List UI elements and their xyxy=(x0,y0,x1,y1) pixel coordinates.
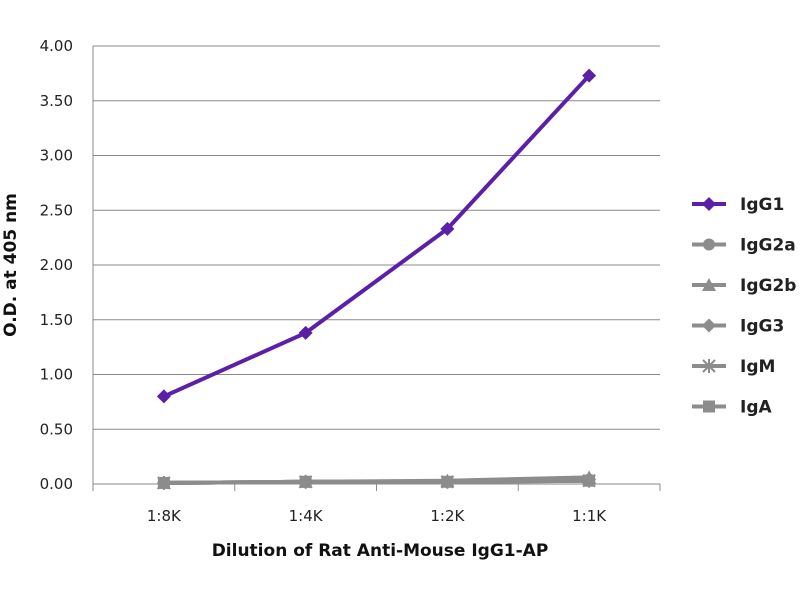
data-point-igg2a xyxy=(157,476,170,489)
series-line-igg1 xyxy=(161,73,592,399)
data-point-igg2a xyxy=(583,473,596,486)
data-point-igg1 xyxy=(156,389,171,404)
legend-marker-igm xyxy=(702,359,716,373)
data-point-igg1 xyxy=(582,68,597,83)
series-line-igg2a xyxy=(161,477,592,485)
legend-marker-igg2b xyxy=(702,278,716,291)
legend-marker-iga xyxy=(703,400,715,413)
y-tick-label: 3.50 xyxy=(40,92,73,110)
legend-label-igg2a: IgG2a xyxy=(740,236,796,256)
y-tick-label: 3.00 xyxy=(40,147,73,165)
x-tick-label: 1:4K xyxy=(289,507,324,525)
legend-label-igg3: IgG3 xyxy=(740,317,784,337)
x-axis-ticks: 1:8K 1:4K 1:2K 1:1K xyxy=(92,484,661,525)
y-tick-label: 0.00 xyxy=(40,475,73,493)
y-tick-label: 4.00 xyxy=(40,37,73,55)
y-tick-label: 2.50 xyxy=(40,201,73,219)
y-tick-label: 0.50 xyxy=(40,420,73,438)
data-point-igg1 xyxy=(298,325,313,340)
legend-label-iga: IgA xyxy=(740,398,772,418)
legend: IgG1 IgG2a IgG2b IgG3 IgM IgA xyxy=(692,195,796,418)
data-point-igg2a xyxy=(299,475,312,488)
data-point-igg2a xyxy=(441,475,454,488)
x-tick-label: 1:1K xyxy=(572,507,607,525)
y-tick-label: 1.00 xyxy=(40,366,73,384)
series-lines xyxy=(156,68,597,490)
y-axis-ticks: 0.00 0.50 1.00 1.50 2.00 2.50 3.00 3.50 4.00 xyxy=(40,37,73,493)
y-tick-label: 1.50 xyxy=(40,311,73,329)
legend-label-igg2b: IgG2b xyxy=(740,276,796,296)
legend-marker-igg1 xyxy=(702,197,716,211)
y-tick-label: 2.00 xyxy=(40,256,73,274)
legend-marker-igg3 xyxy=(702,318,716,333)
x-axis-title: Dilution of Rat Anti-Mouse IgG1-AP xyxy=(212,541,549,561)
legend-marker-igg2a xyxy=(703,238,715,251)
gridlines xyxy=(92,45,660,485)
y-axis-title: O.D. at 405 nm xyxy=(1,193,21,337)
legend-label-igg1: IgG1 xyxy=(740,195,784,215)
x-tick-label: 1:2K xyxy=(430,507,465,525)
legend-label-igm: IgM xyxy=(740,357,775,377)
x-tick-label: 1:8K xyxy=(147,507,182,525)
data-point-igg1 xyxy=(440,221,455,236)
